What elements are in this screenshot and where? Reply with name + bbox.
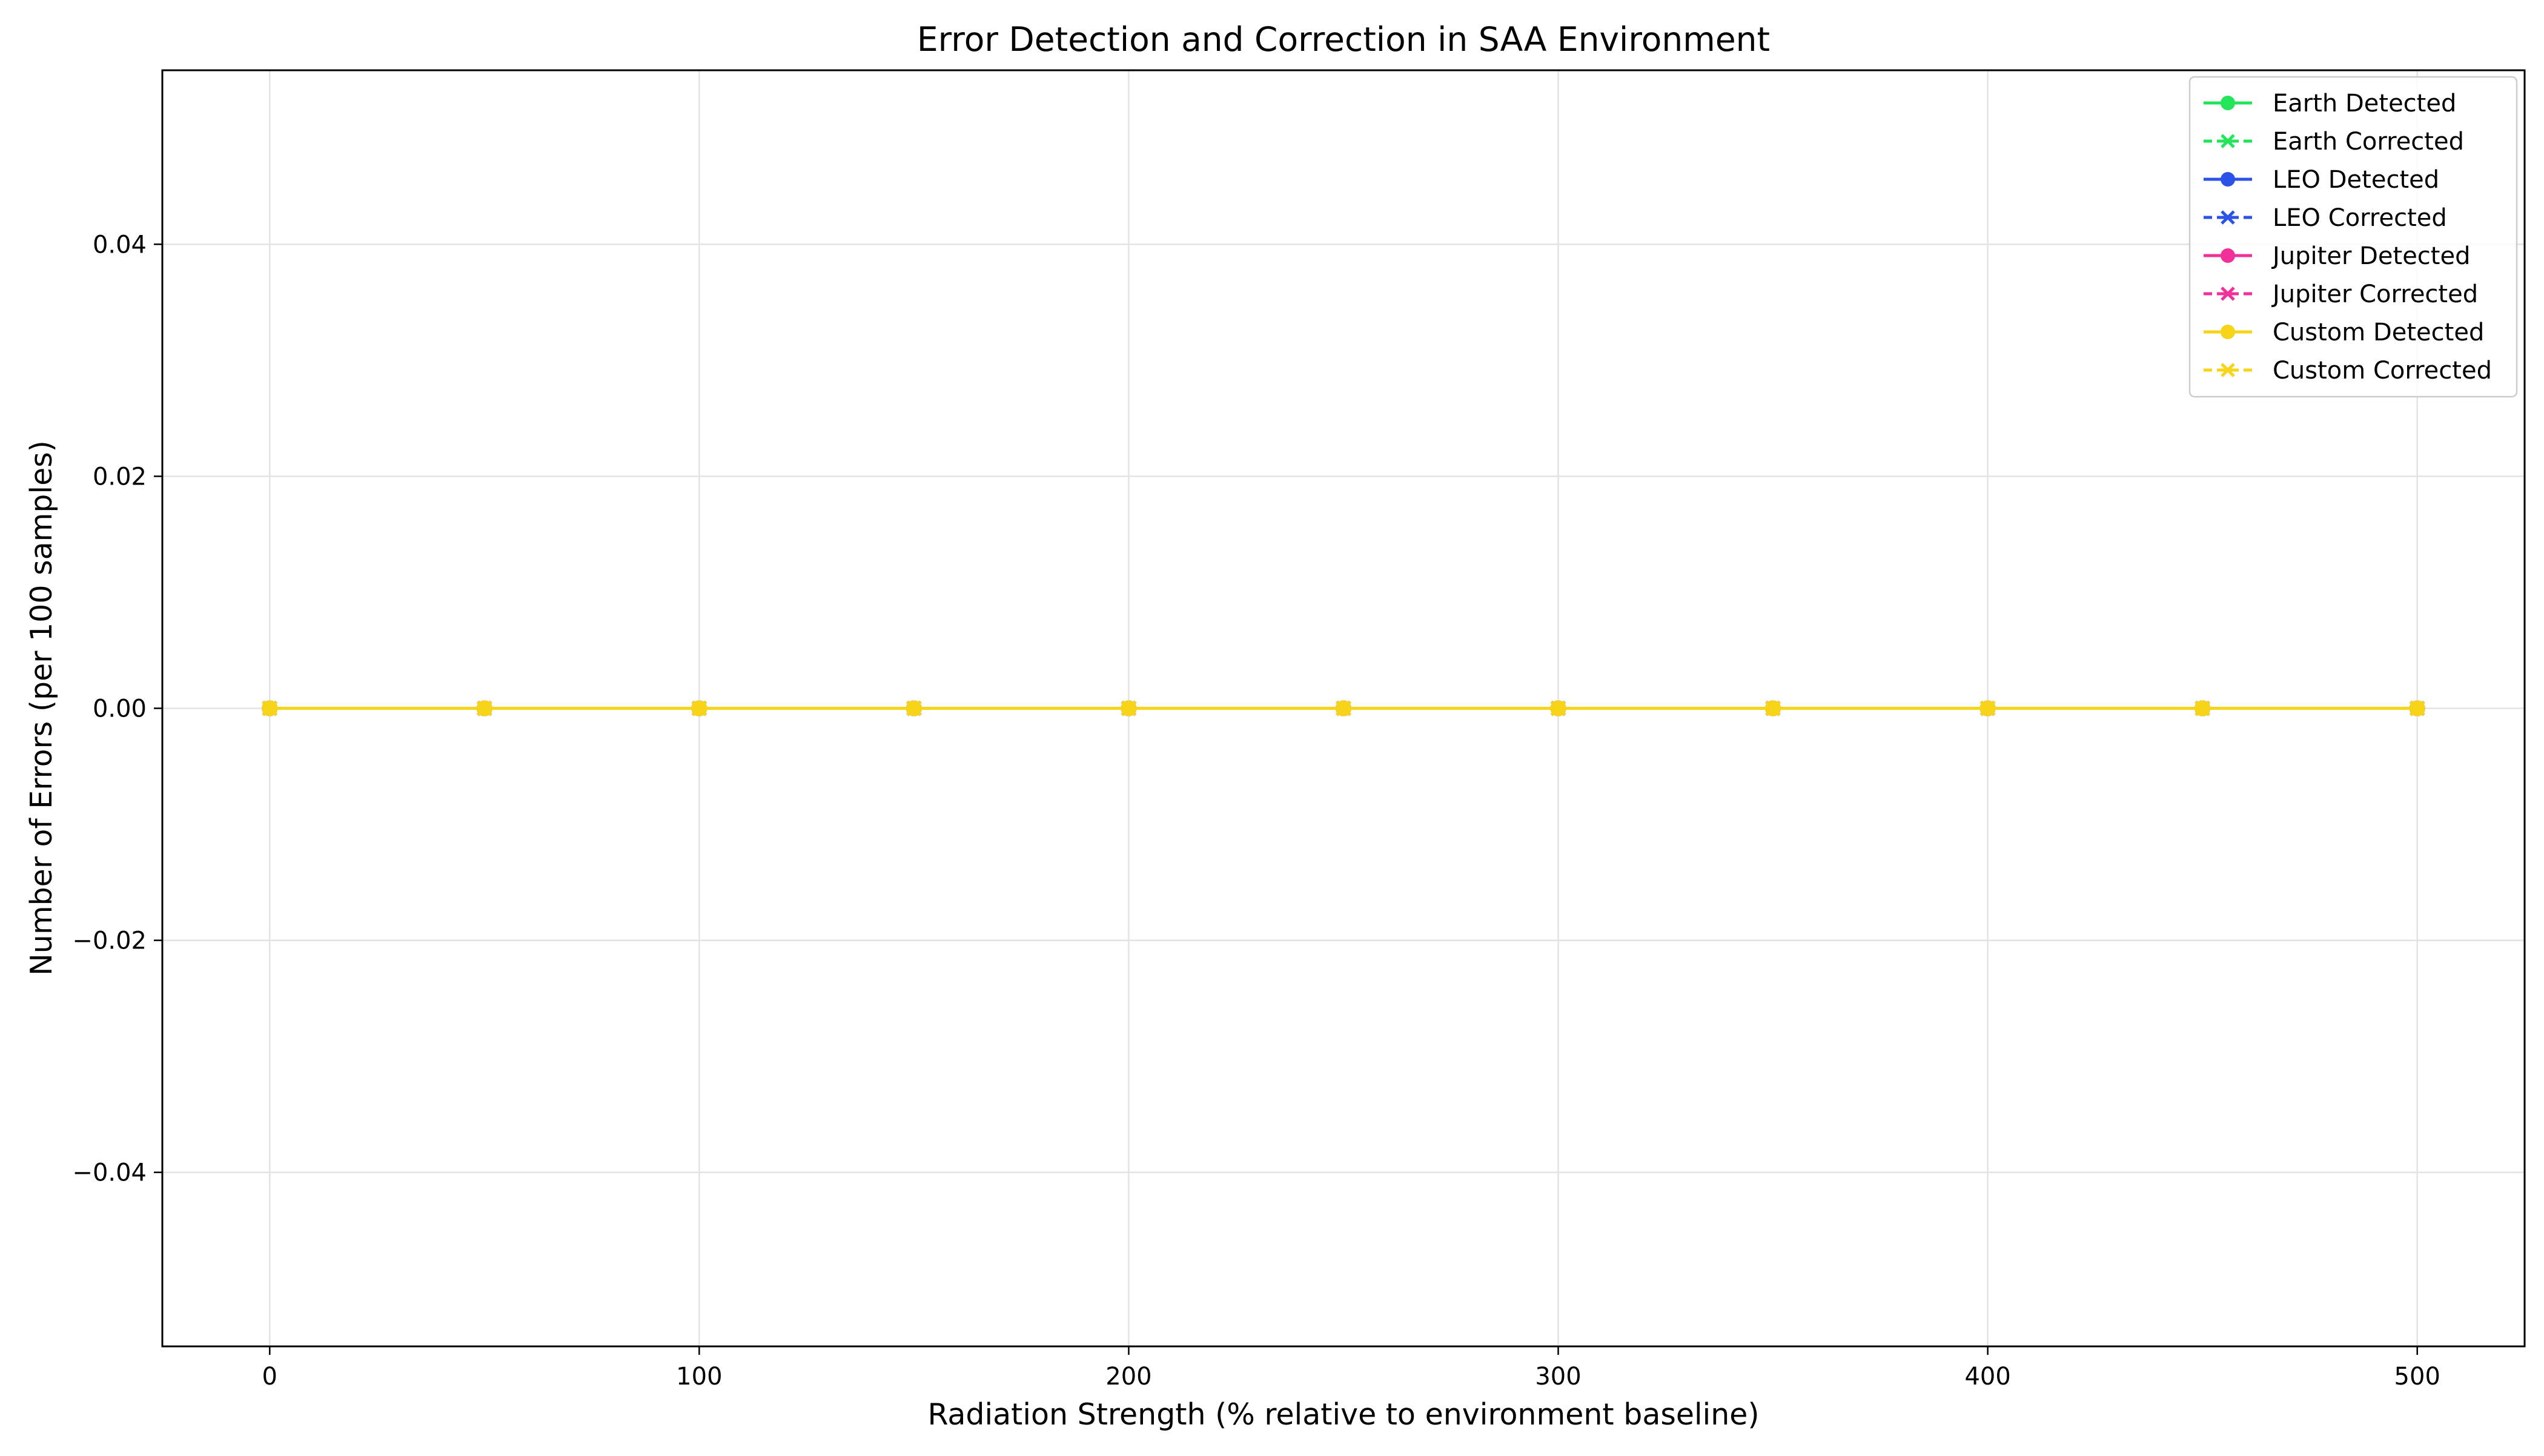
legend-item: Jupiter Corrected (2204, 280, 2478, 308)
legend-label: Jupiter Corrected (2271, 280, 2478, 308)
data-point (1121, 700, 1137, 716)
series-custom-corrected (262, 700, 2425, 716)
legend-item: LEO Corrected (2204, 204, 2447, 232)
legend-swatch-marker (2221, 134, 2235, 148)
legend-item: Custom Corrected (2204, 357, 2492, 385)
x-tick-label: 200 (1105, 1363, 1151, 1391)
legend: Earth Detected Earth Corrected LEO Detecte… (2188, 76, 2518, 398)
x-tick-label: 100 (676, 1363, 722, 1391)
legend-item: Earth Detected (2204, 90, 2456, 117)
legend-swatch-marker (2221, 325, 2235, 339)
legend-swatch-marker (2221, 248, 2235, 263)
data-point (1765, 700, 1781, 716)
x-tick-label: 500 (2394, 1363, 2440, 1391)
x-axis-label: Radiation Strength (% relative to enviro… (927, 1397, 1759, 1432)
data-point (691, 700, 707, 716)
legend-label: LEO Detected (2273, 166, 2439, 194)
data-point (1979, 700, 1996, 716)
data-point (906, 700, 922, 716)
legend-swatch-marker (2221, 96, 2235, 110)
y-tick-label: 0.04 (93, 231, 147, 259)
x-tick-label: 300 (1535, 1363, 1581, 1391)
legend-label: Custom Detected (2273, 319, 2484, 346)
legend-swatch-marker (2221, 172, 2235, 187)
y-tick-label: −0.02 (72, 927, 147, 955)
data-point (2195, 700, 2210, 716)
legend-swatch-marker (2221, 286, 2235, 301)
legend-swatch-marker (2221, 210, 2235, 225)
data-point (262, 700, 278, 716)
series-layer (262, 700, 2425, 716)
legend-label: Earth Corrected (2273, 128, 2464, 156)
y-tick-label: 0.02 (93, 463, 147, 491)
legend-item: Jupiter Detected (2204, 242, 2470, 270)
legend-item: LEO Detected (2204, 166, 2439, 194)
legend-item: Custom Detected (2204, 319, 2484, 346)
legend-label: Earth Detected (2273, 90, 2456, 117)
x-axis: 0 100 200 300 400 500 (262, 1346, 2440, 1391)
y-axis: −0.04 −0.02 0.00 0.02 0.04 (72, 231, 162, 1187)
legend-item: Earth Corrected (2204, 128, 2464, 156)
data-point (2409, 700, 2425, 716)
x-tick-label: 400 (1964, 1363, 2010, 1391)
y-tick-label: 0.00 (93, 695, 147, 723)
legend-box (2188, 76, 2518, 398)
legend-swatch-marker (2221, 363, 2235, 377)
y-axis-label: Number of Errors (per 100 samples) (24, 440, 59, 976)
x-tick-label: 0 (262, 1363, 277, 1391)
chart-title: Error Detection and Correction in SAA En… (917, 20, 1770, 59)
data-point (1336, 700, 1351, 716)
legend-label: Jupiter Detected (2271, 242, 2470, 270)
legend-label: Custom Corrected (2273, 357, 2492, 385)
data-point (477, 700, 492, 716)
y-tick-label: −0.04 (72, 1159, 147, 1187)
data-point (1550, 700, 1566, 716)
legend-label: LEO Corrected (2273, 204, 2447, 232)
